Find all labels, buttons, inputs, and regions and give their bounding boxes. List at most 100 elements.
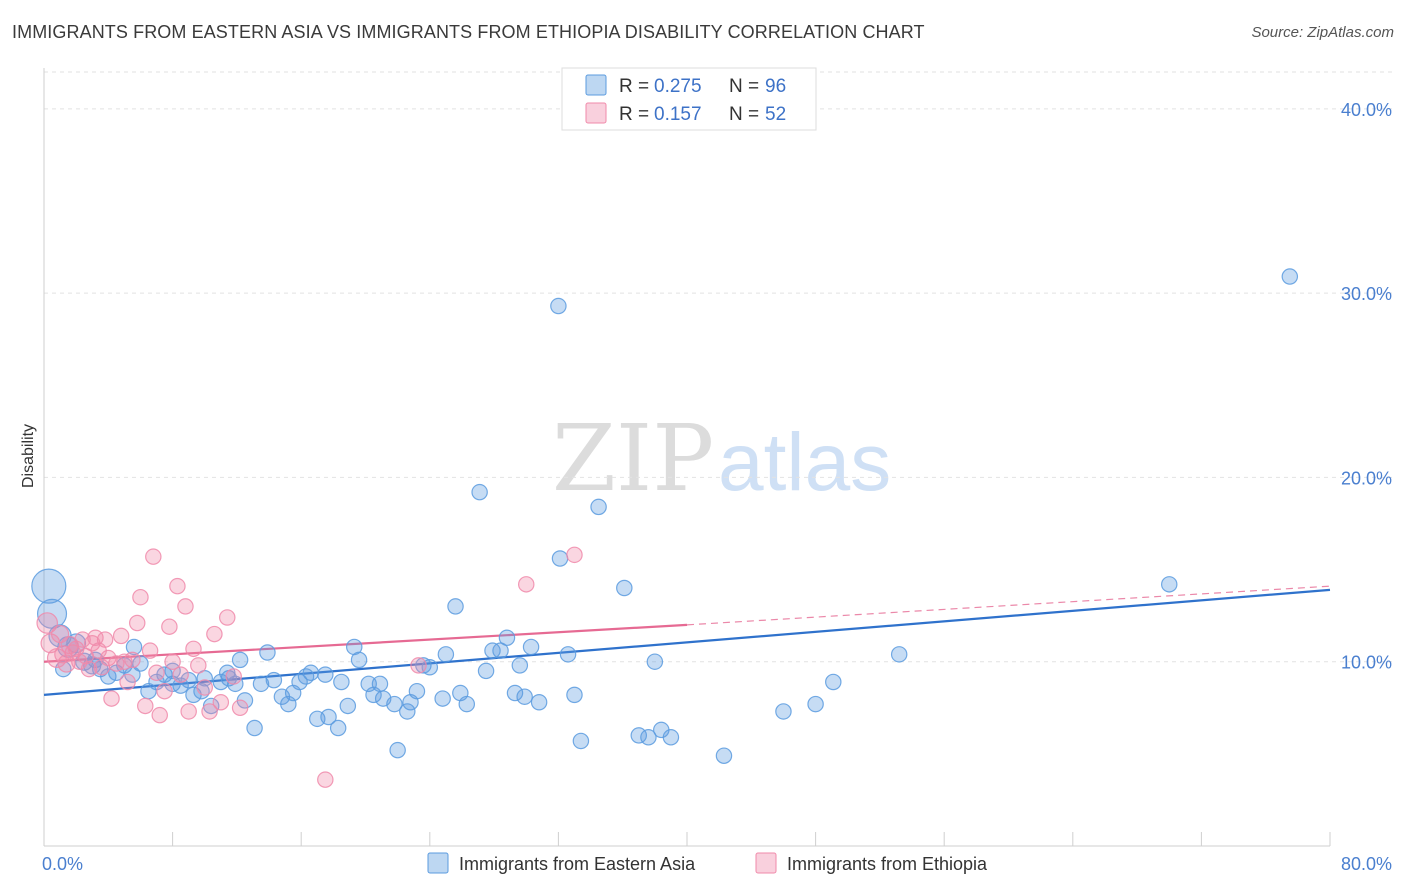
point-ethiopia — [40, 633, 61, 654]
point-eastern-asia — [471, 483, 488, 501]
legend-r-value: 0.275 — [654, 76, 702, 97]
point-ethiopia — [137, 697, 154, 715]
point-ethiopia — [172, 666, 189, 683]
axes — [43, 68, 1331, 847]
point-ethiopia — [517, 576, 535, 593]
point-ethiopia — [164, 653, 181, 670]
point-eastern-asia — [408, 682, 426, 700]
point-eastern-asia — [302, 664, 320, 682]
y-axis-label: Disability — [20, 424, 37, 488]
point-ethiopia — [206, 625, 223, 643]
bottom-legend: Immigrants from Eastern Asia Immigrants f… — [427, 852, 988, 874]
point-eastern-asia — [825, 673, 842, 691]
point-ethiopia — [161, 618, 178, 635]
point-eastern-asia — [180, 671, 197, 689]
point-eastern-asia — [164, 662, 181, 680]
point-eastern-asia — [320, 708, 337, 726]
point-ethiopia — [145, 548, 162, 565]
source-label: Source: ZipAtlas.com — [1251, 24, 1394, 41]
point-ethiopia — [124, 651, 141, 669]
point-eastern-asia — [329, 719, 347, 737]
point-eastern-asia — [55, 660, 72, 678]
point-ethiopia — [128, 614, 146, 632]
point-eastern-asia — [498, 629, 516, 647]
point-eastern-asia — [434, 690, 451, 707]
point-ethiopia — [225, 668, 242, 685]
x-tick-label: 80.0% — [1341, 854, 1392, 874]
point-eastern-asia — [415, 657, 432, 674]
point-eastern-asia — [616, 579, 633, 597]
point-eastern-asia — [437, 646, 455, 663]
legend-n-value: 52 — [765, 104, 786, 125]
point-ethiopia — [180, 703, 197, 720]
point-eastern-asia — [339, 697, 357, 715]
legend-r-value: 0.157 — [654, 104, 702, 125]
point-eastern-asia — [125, 638, 143, 656]
point-ethiopia — [36, 612, 59, 634]
point-eastern-asia — [511, 657, 529, 674]
point-eastern-asia — [458, 695, 476, 713]
point-ethiopia — [201, 703, 218, 720]
point-eastern-asia — [1160, 576, 1178, 593]
point-eastern-asia — [389, 741, 406, 759]
point-ethiopia — [119, 673, 136, 691]
watermark-atlas: atlas — [718, 417, 891, 508]
x-tick-labels: 0.0% 80.0% — [42, 854, 1392, 874]
point-eastern-asia — [265, 671, 283, 689]
point-ethiopia — [317, 771, 334, 788]
point-eastern-asia — [399, 703, 416, 720]
point-eastern-asia — [662, 729, 680, 746]
point-eastern-asia — [317, 666, 334, 683]
point-eastern-asia — [492, 642, 509, 659]
point-ethiopia — [100, 649, 117, 667]
point-eastern-asia — [551, 550, 569, 567]
legend: R = 0.275 N = 96 R = 0.157 N = 52 — [561, 67, 817, 131]
y-tick-label: 20.0% — [1341, 468, 1392, 488]
grid-lines — [44, 71, 1392, 663]
point-ethiopia — [112, 627, 130, 645]
point-eastern-asia — [1281, 268, 1299, 285]
point-eastern-asia — [31, 568, 67, 604]
point-ethiopia — [151, 706, 168, 724]
point-eastern-asia — [100, 668, 117, 685]
watermark: ZIP atlas — [552, 405, 891, 512]
bottom-legend-label-eastern-asia: Immigrants from Eastern Asia — [459, 854, 696, 874]
point-eastern-asia — [640, 729, 657, 746]
chart-title: IMMIGRANTS FROM EASTERN ASIA VS IMMIGRAN… — [12, 22, 925, 42]
point-eastern-asia — [371, 675, 389, 693]
bottom-legend-label-ethiopia: Immigrants from Ethiopia — [787, 854, 988, 874]
point-ethiopia — [148, 664, 165, 682]
point-ethiopia — [156, 682, 173, 700]
point-eastern-asia — [350, 651, 368, 669]
point-ethiopia — [219, 609, 236, 626]
point-eastern-asia — [807, 695, 824, 713]
point-eastern-asia — [246, 719, 263, 737]
trend-eastern-asia — [43, 588, 1331, 696]
point-eastern-asia — [447, 598, 464, 615]
point-ethiopia — [212, 694, 230, 711]
legend-r-label: R = — [619, 104, 649, 125]
point-ethiopia — [169, 577, 186, 595]
y-tick-label: 10.0% — [1341, 653, 1392, 673]
legend-swatch-eastern-asia — [585, 74, 607, 96]
point-ethiopia — [231, 699, 249, 717]
point-ethiopia — [196, 679, 214, 696]
point-ethiopia — [132, 588, 149, 606]
point-eastern-asia — [775, 703, 792, 720]
point-eastern-asia — [132, 655, 149, 672]
point-ethiopia — [96, 631, 114, 648]
point-eastern-asia — [566, 686, 583, 704]
point-ethiopia — [410, 657, 427, 674]
legend-n-label: N = — [729, 104, 759, 125]
point-ethiopia — [177, 598, 194, 615]
trend-lines — [43, 585, 1331, 696]
point-eastern-asia — [386, 695, 403, 713]
legend-n-label: N = — [729, 76, 759, 97]
point-eastern-asia — [530, 694, 548, 711]
bottom-legend-swatch-eastern-asia — [427, 852, 449, 874]
point-eastern-asia — [516, 688, 533, 705]
y-tick-labels: 10.0% 20.0% 30.0% 40.0% — [1341, 100, 1392, 673]
point-eastern-asia — [715, 747, 733, 764]
legend-swatch-ethiopia — [585, 102, 607, 124]
